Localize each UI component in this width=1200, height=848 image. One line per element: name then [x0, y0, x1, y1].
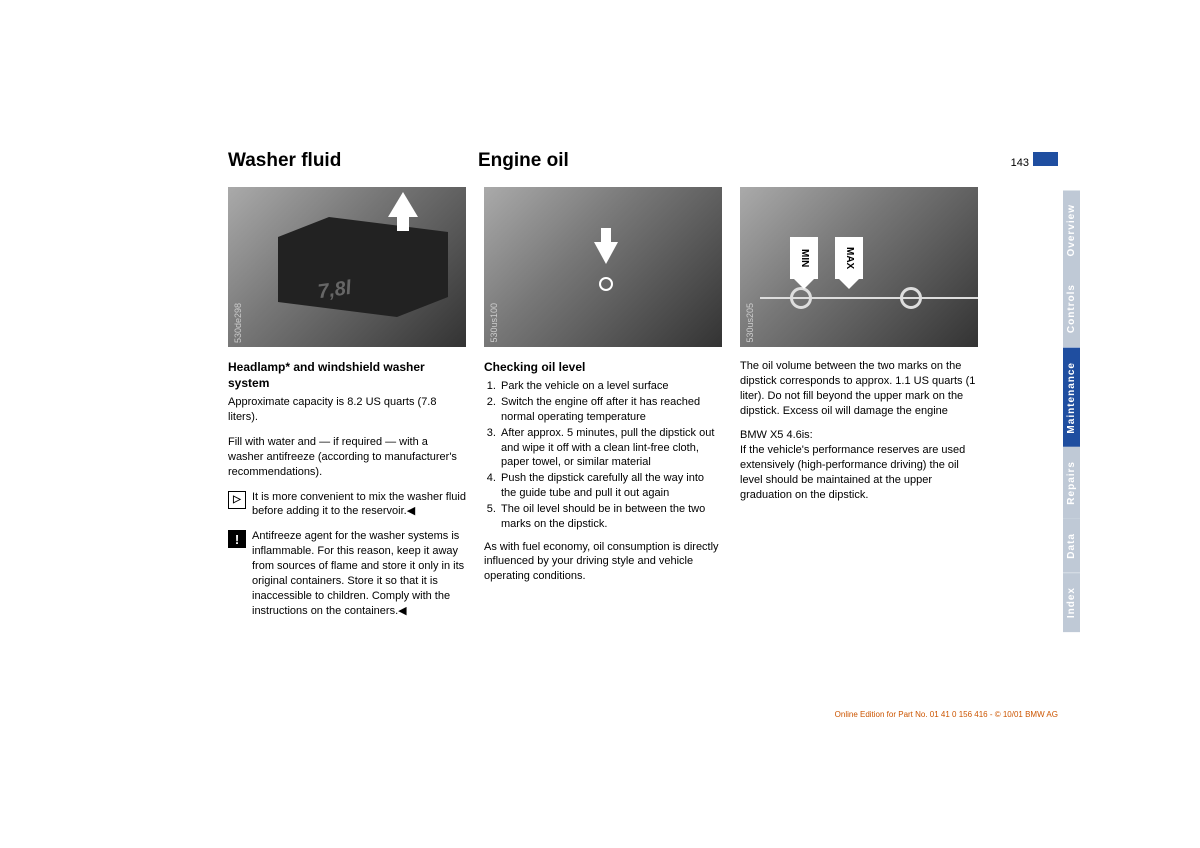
column-3: MIN MAX 530us205 The oil volume between … [740, 187, 978, 628]
x5-label: BMW X5 4.6is: [740, 428, 978, 443]
figure-washer-reservoir: 7,8l 530de298 [228, 187, 466, 347]
warning-antifreeze: ! Antifreeze agent for the washer system… [228, 529, 466, 618]
figure-dipstick-marks: MIN MAX 530us205 [740, 187, 978, 347]
footer-edition-note: Online Edition for Part No. 01 41 0 156 … [835, 710, 1058, 719]
step-4: Push the dipstick carefully all the way … [499, 471, 722, 501]
figure-dipstick-location: 530us100 [484, 187, 722, 347]
section-tabs: Overview Controls Maintenance Repairs Da… [1063, 190, 1083, 632]
note-icon: ▷ [228, 491, 246, 509]
end-mark: ◀ [407, 505, 415, 517]
figure-ref-2: 530us100 [488, 303, 500, 343]
note-mix-fluid: ▷ It is more convenient to mix the washe… [228, 490, 466, 520]
tab-index[interactable]: Index [1063, 573, 1080, 632]
column-1: 7,8l 530de298 Headlamp* and windshield w… [228, 187, 466, 628]
tab-controls[interactable]: Controls [1063, 270, 1080, 347]
tab-data[interactable]: Data [1063, 519, 1080, 573]
column-2: 530us100 Checking oil level Park the veh… [484, 187, 722, 628]
washer-capacity-text: Approximate capacity is 8.2 US quarts (7… [228, 395, 466, 425]
arrow-down-icon [594, 242, 618, 264]
note-text: It is more convenient to mix the washer … [252, 491, 466, 518]
oil-check-steps: Park the vehicle on a level surface Swit… [484, 379, 722, 531]
step-5: The oil level should be in between the t… [499, 502, 722, 532]
min-label: MIN [790, 237, 818, 279]
figure-ref-3: 530us205 [744, 303, 756, 343]
washer-fill-text: Fill with water and — if required — with… [228, 435, 466, 480]
page-number-box [1033, 152, 1058, 166]
end-mark: ◀ [398, 605, 406, 617]
tab-repairs[interactable]: Repairs [1063, 447, 1080, 519]
x5-performance-text: If the vehicle's performance reserves ar… [740, 443, 978, 502]
dipstick-ring-icon [599, 277, 613, 291]
warning-text: Antifreeze agent for the washer systems … [252, 530, 464, 616]
subhead-checking-oil: Checking oil level [484, 359, 722, 375]
tab-overview[interactable]: Overview [1063, 190, 1080, 270]
step-1: Park the vehicle on a level surface [499, 379, 722, 394]
title-washer-fluid: Washer fluid [228, 150, 478, 172]
step-2: Switch the engine off after it has reach… [499, 395, 722, 425]
manual-page: Washer fluid Engine oil 143 7,8l 530de29… [228, 150, 1058, 628]
arrow-up-icon [388, 192, 418, 217]
tab-maintenance[interactable]: Maintenance [1063, 348, 1080, 448]
step-3: After approx. 5 minutes, pull the dipsti… [499, 426, 722, 471]
max-label: MAX [835, 237, 863, 279]
title-engine-oil: Engine oil [478, 150, 1011, 172]
subhead-washer-system: Headlamp* and windshield washer system [228, 359, 466, 391]
page-number: 143 [1011, 157, 1029, 169]
reservoir-capacity-label: 7,8l [316, 275, 353, 306]
figure-ref-1: 530de298 [232, 303, 244, 343]
oil-consumption-text: As with fuel economy, oil consumption is… [484, 540, 722, 585]
content-columns: 7,8l 530de298 Headlamp* and windshield w… [228, 187, 1058, 628]
oil-volume-text: The oil volume between the two marks on … [740, 359, 978, 418]
warning-icon: ! [228, 530, 246, 548]
header-row: Washer fluid Engine oil 143 [228, 150, 1058, 172]
